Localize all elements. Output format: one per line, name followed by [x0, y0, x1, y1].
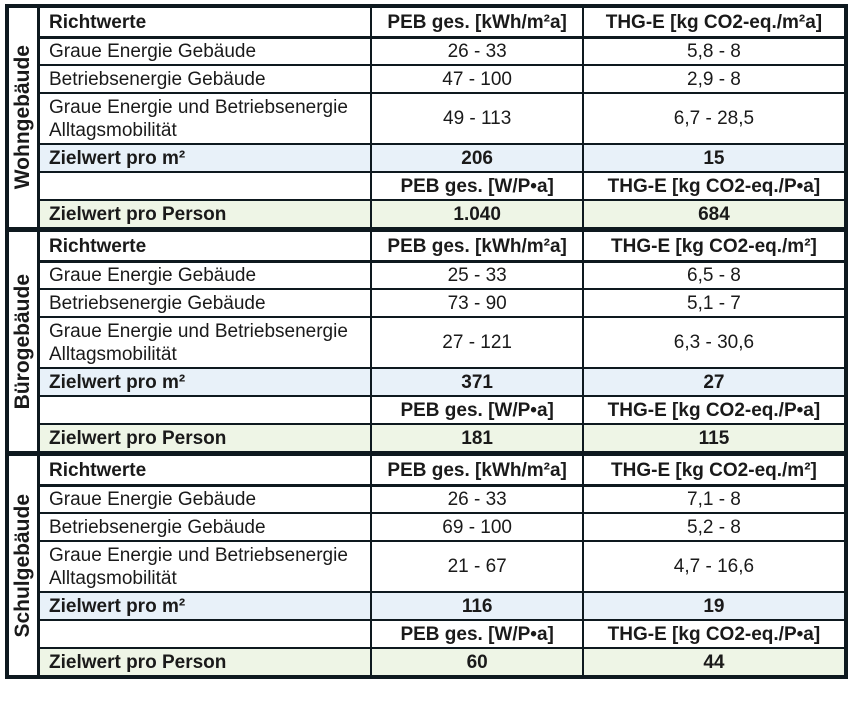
- header-peb-per-person: PEB ges. [W/P•a]: [370, 173, 581, 199]
- row-label: Zielwert pro Person: [49, 203, 227, 225]
- header-peb-per-m2: PEB ges. [kWh/m²a]: [370, 8, 581, 36]
- header-peb-per-person: PEB ges. [W/P•a]: [370, 621, 581, 647]
- peb-value: 1.040: [370, 201, 581, 227]
- thg-value: 6,7 - 28,5: [581, 94, 844, 143]
- row-label: Betriebsenergie Gebäude: [49, 292, 266, 314]
- peb-value: 60: [370, 649, 581, 675]
- section-rows: Richtwerte PEB ges. [kWh/m²a] THG-E [kg …: [40, 232, 844, 451]
- header-row-per-person: PEB ges. [W/P•a] THG-E [kg CO2-eq./P•a]: [40, 395, 844, 423]
- header-peb-per-person: PEB ges. [W/P•a]: [370, 397, 581, 423]
- row-label: Zielwert pro m²: [49, 371, 186, 393]
- zielwert-person-row: Zielwert pro Person 181 115: [40, 423, 844, 451]
- peb-value: 69 - 100: [370, 514, 581, 540]
- peb-value: 116: [370, 593, 581, 619]
- section-rows: Richtwerte PEB ges. [kWh/m²a] THG-E [kg …: [40, 8, 844, 227]
- group-label-cell: Wohngebäude: [9, 8, 40, 227]
- header-thg-per-person: THG-E [kg CO2-eq./P•a]: [581, 397, 844, 423]
- peb-value: 27 - 121: [370, 318, 581, 367]
- section-buerogebaeude: Bürogebäude Richtwerte PEB ges. [kWh/m²a…: [9, 227, 844, 451]
- thg-value: 2,9 - 8: [581, 66, 844, 92]
- row-label: Betriebsenergie Gebäude: [49, 68, 266, 90]
- header-richtwerte: Richtwerte: [49, 235, 147, 257]
- table-row-alltagsmobilitaet: Graue Energie und Betriebsenergie Alltag…: [40, 92, 844, 143]
- row-label: Zielwert pro Person: [49, 427, 227, 449]
- header-thg-per-m2: THG-E [kg CO2-eq./m²]: [581, 456, 844, 484]
- group-label-cell: Bürogebäude: [9, 232, 40, 451]
- benchmark-table: Wohngebäude Richtwerte PEB ges. [kWh/m²a…: [5, 4, 848, 679]
- row-label: Graue Energie Gebäude: [49, 265, 257, 286]
- group-label-cell: Schulgebäude: [9, 456, 40, 675]
- row-label: Graue Energie Gebäude: [49, 489, 257, 510]
- thg-value: 19: [581, 593, 844, 619]
- table-row-alltagsmobilitaet: Graue Energie und Betriebsenergie Alltag…: [40, 316, 844, 367]
- row-label: Graue Energie und Betriebsenergie Alltag…: [49, 544, 348, 589]
- peb-value: 47 - 100: [370, 66, 581, 92]
- group-label: Bürogebäude: [11, 273, 34, 410]
- thg-value: 7,1 - 8: [581, 487, 844, 512]
- header-row-per-person: PEB ges. [W/P•a] THG-E [kg CO2-eq./P•a]: [40, 619, 844, 647]
- row-label: Graue Energie und Betriebsenergie Alltag…: [49, 320, 348, 365]
- peb-value: 371: [370, 369, 581, 395]
- empty-cell: [40, 397, 370, 423]
- zielwert-m2-row: Zielwert pro m² 206 15: [40, 143, 844, 171]
- peb-value: 26 - 33: [370, 487, 581, 512]
- zielwert-person-row: Zielwert pro Person 60 44: [40, 647, 844, 675]
- section-rows: Richtwerte PEB ges. [kWh/m²a] THG-E [kg …: [40, 456, 844, 675]
- peb-value: 25 - 33: [370, 263, 581, 288]
- zielwert-m2-row: Zielwert pro m² 371 27: [40, 367, 844, 395]
- group-label: Wohngebäude: [11, 45, 34, 190]
- empty-cell: [40, 173, 370, 199]
- thg-value: 5,2 - 8: [581, 514, 844, 540]
- table-row-graue-energie: Graue Energie Gebäude 26 - 33 5,8 - 8: [40, 36, 844, 64]
- header-peb-per-m2: PEB ges. [kWh/m²a]: [370, 232, 581, 260]
- peb-value: 206: [370, 145, 581, 171]
- peb-value: 49 - 113: [370, 94, 581, 143]
- table-row-alltagsmobilitaet: Graue Energie und Betriebsenergie Alltag…: [40, 540, 844, 591]
- section-wohngebaeude: Wohngebäude Richtwerte PEB ges. [kWh/m²a…: [9, 8, 844, 227]
- peb-value: 26 - 33: [370, 39, 581, 64]
- thg-value: 27: [581, 369, 844, 395]
- table-row-graue-energie: Graue Energie Gebäude 26 - 33 7,1 - 8: [40, 484, 844, 512]
- row-label: Zielwert pro m²: [49, 595, 186, 617]
- table-row-betriebsenergie: Betriebsenergie Gebäude 47 - 100 2,9 - 8: [40, 64, 844, 92]
- header-thg-per-m2: THG-E [kg CO2-eq./m²a]: [581, 8, 844, 36]
- group-label: Schulgebäude: [11, 493, 34, 638]
- header-thg-per-m2: THG-E [kg CO2-eq./m²]: [581, 232, 844, 260]
- table-row-betriebsenergie: Betriebsenergie Gebäude 69 - 100 5,2 - 8: [40, 512, 844, 540]
- header-thg-per-person: THG-E [kg CO2-eq./P•a]: [581, 173, 844, 199]
- peb-value: 21 - 67: [370, 542, 581, 591]
- thg-value: 6,5 - 8: [581, 263, 844, 288]
- section-schulgebaeude: Schulgebäude Richtwerte PEB ges. [kWh/m²…: [9, 451, 844, 675]
- header-richtwerte: Richtwerte: [49, 11, 147, 33]
- header-thg-per-person: THG-E [kg CO2-eq./P•a]: [581, 621, 844, 647]
- thg-value: 684: [581, 201, 844, 227]
- row-label: Zielwert pro m²: [49, 147, 186, 169]
- table-row-betriebsenergie: Betriebsenergie Gebäude 73 - 90 5,1 - 7: [40, 288, 844, 316]
- thg-value: 6,3 - 30,6: [581, 318, 844, 367]
- peb-value: 181: [370, 425, 581, 451]
- header-peb-per-m2: PEB ges. [kWh/m²a]: [370, 456, 581, 484]
- thg-value: 5,8 - 8: [581, 39, 844, 64]
- thg-value: 115: [581, 425, 844, 451]
- thg-value: 15: [581, 145, 844, 171]
- table-row-graue-energie: Graue Energie Gebäude 25 - 33 6,5 - 8: [40, 260, 844, 288]
- peb-value: 73 - 90: [370, 290, 581, 316]
- row-label: Graue Energie und Betriebsenergie Alltag…: [49, 96, 348, 141]
- thg-value: 44: [581, 649, 844, 675]
- page: Wohngebäude Richtwerte PEB ges. [kWh/m²a…: [5, 4, 848, 679]
- header-richtwerte: Richtwerte: [49, 459, 147, 481]
- thg-value: 4,7 - 16,6: [581, 542, 844, 591]
- empty-cell: [40, 621, 370, 647]
- row-label: Betriebsenergie Gebäude: [49, 516, 266, 538]
- header-row-per-m2: Richtwerte PEB ges. [kWh/m²a] THG-E [kg …: [40, 456, 844, 484]
- header-row-per-m2: Richtwerte PEB ges. [kWh/m²a] THG-E [kg …: [40, 232, 844, 260]
- thg-value: 5,1 - 7: [581, 290, 844, 316]
- header-row-per-person: PEB ges. [W/P•a] THG-E [kg CO2-eq./P•a]: [40, 171, 844, 199]
- zielwert-person-row: Zielwert pro Person 1.040 684: [40, 199, 844, 227]
- row-label: Zielwert pro Person: [49, 651, 227, 673]
- zielwert-m2-row: Zielwert pro m² 116 19: [40, 591, 844, 619]
- header-row-per-m2: Richtwerte PEB ges. [kWh/m²a] THG-E [kg …: [40, 8, 844, 36]
- row-label: Graue Energie Gebäude: [49, 41, 257, 62]
